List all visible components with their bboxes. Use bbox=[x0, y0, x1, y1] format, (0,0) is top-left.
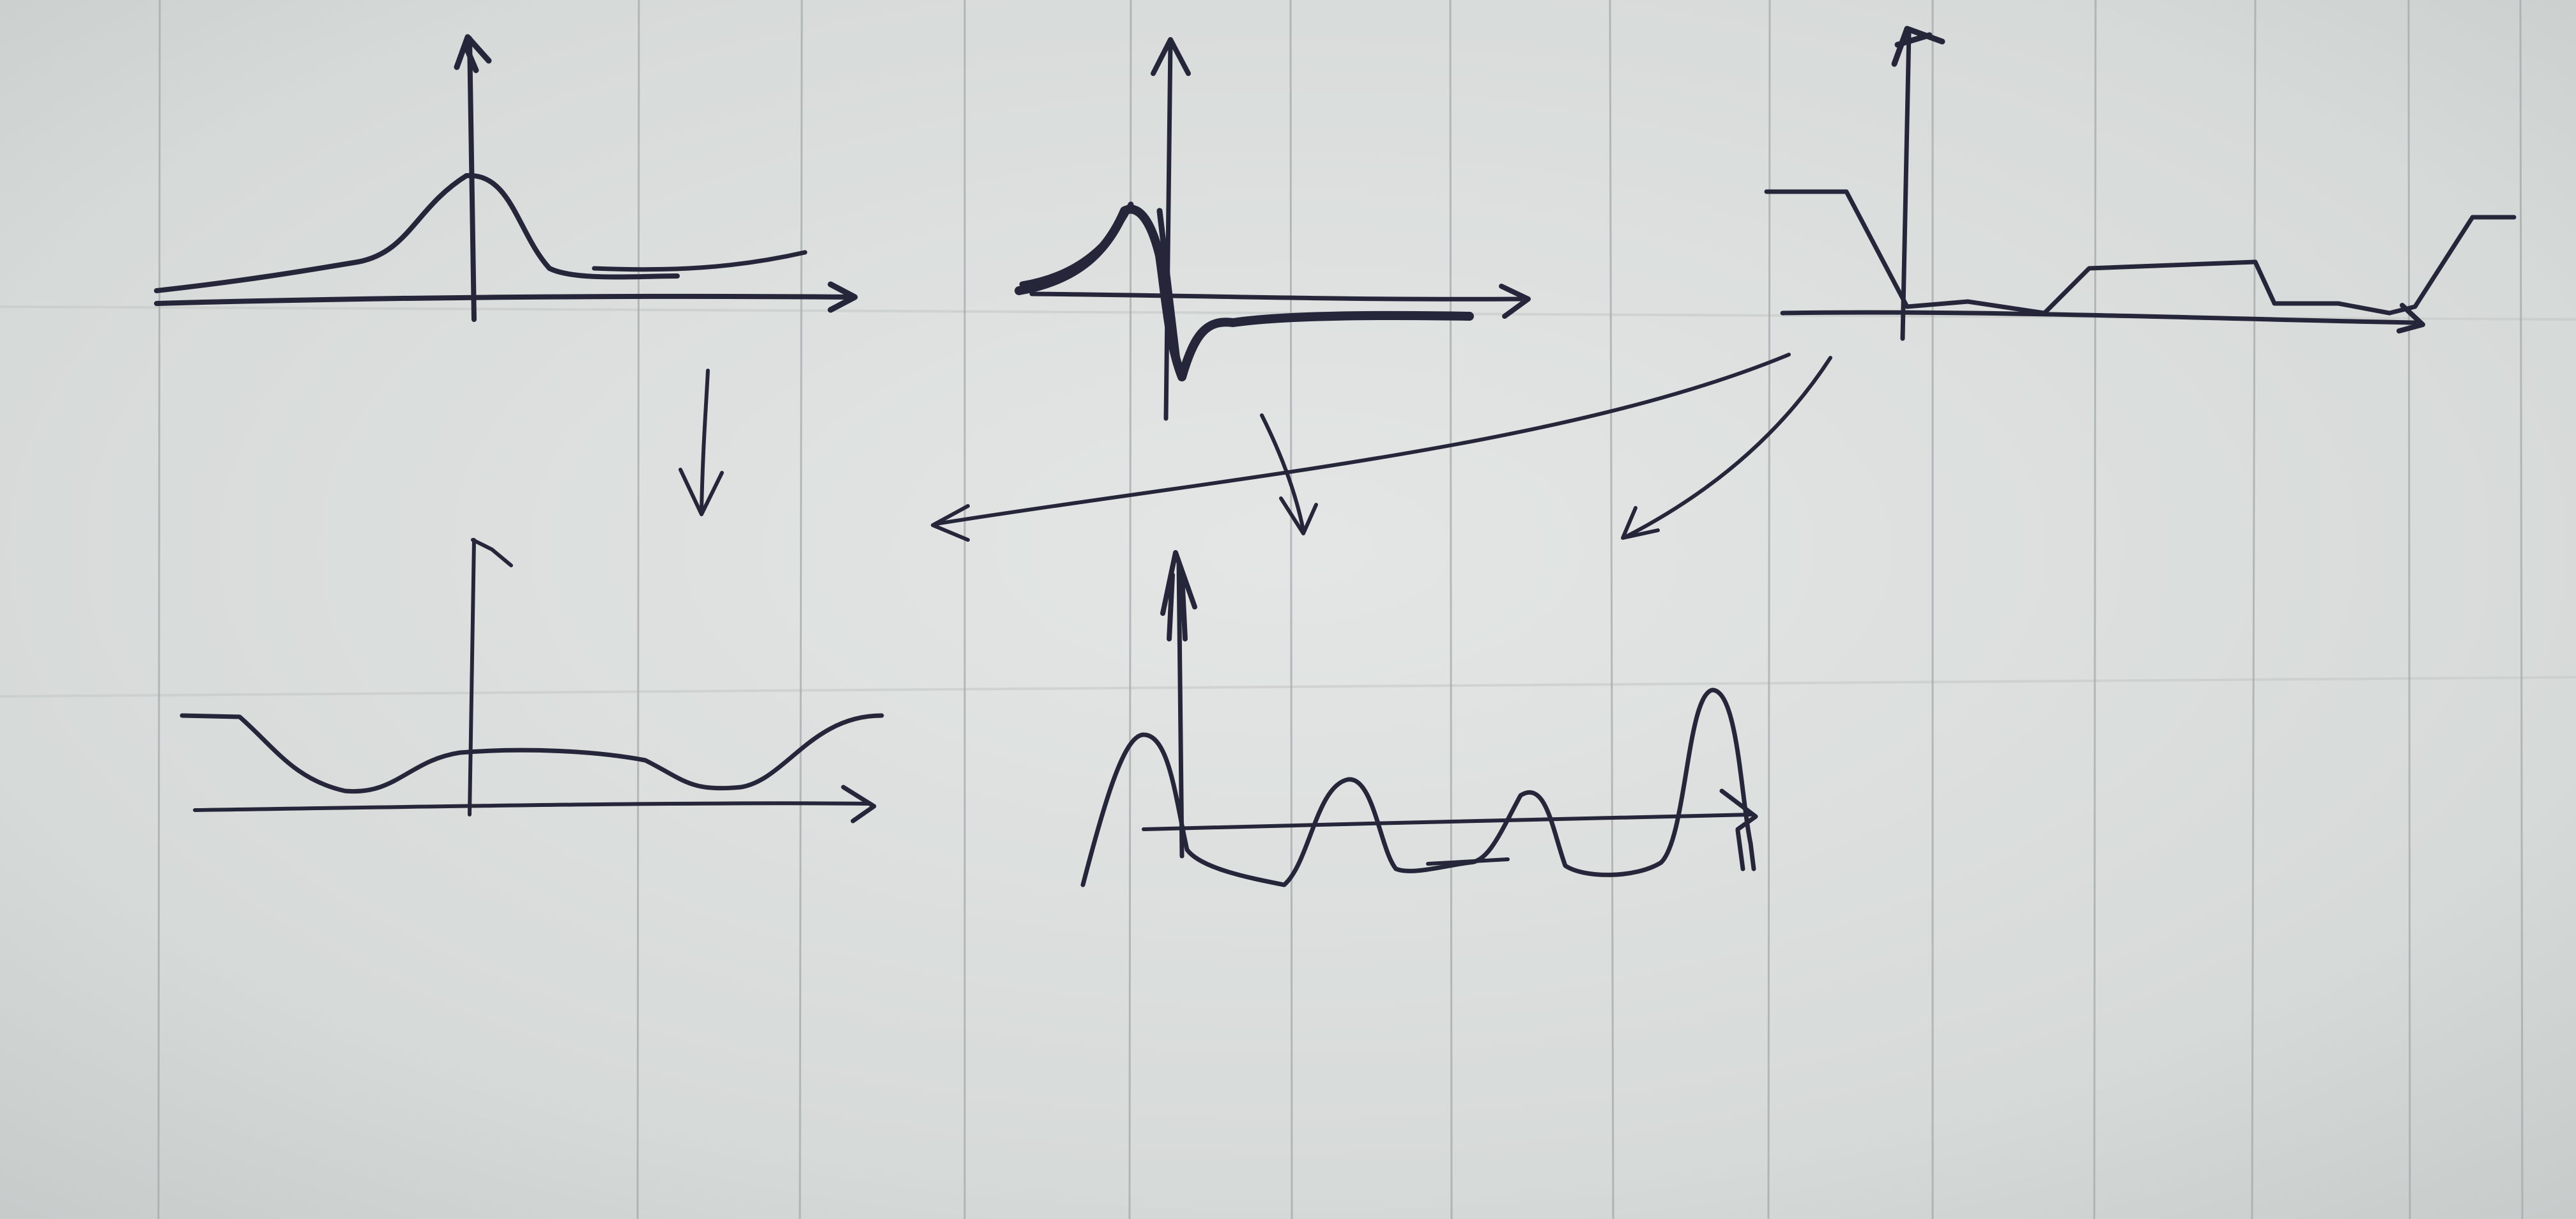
y-axis-arrowhead bbox=[454, 34, 492, 73]
x-axis bbox=[193, 801, 871, 812]
smoothed-curve bbox=[180, 713, 884, 794]
x-axis-arrowhead bbox=[827, 281, 858, 313]
axes-stepped bbox=[1780, 26, 2425, 341]
y-axis bbox=[468, 538, 476, 816]
arrow-stepped-to-center bbox=[934, 353, 1791, 526]
x-axis-arrowhead bbox=[1499, 284, 1531, 319]
arrow-gaussian-down bbox=[700, 369, 710, 513]
x-axis-arrowhead bbox=[2396, 303, 2425, 334]
sketch-stepped-profile bbox=[1764, 26, 2517, 341]
x-axis bbox=[1780, 310, 2418, 325]
y-axis bbox=[1900, 29, 1912, 341]
arrow-stepped-down bbox=[1624, 356, 1832, 539]
x-axis bbox=[1029, 291, 1523, 302]
impulse-overstroke bbox=[1019, 201, 1182, 374]
sketch-gaussian-bump bbox=[154, 34, 858, 322]
axes-smoothed bbox=[193, 538, 877, 824]
y-axis bbox=[467, 36, 477, 322]
x-axis-arrowhead bbox=[1719, 788, 1758, 871]
arrow-stepped-to-center-head bbox=[931, 504, 970, 542]
gaussian-tail-stroke bbox=[592, 250, 808, 272]
y-axis-arrowhead bbox=[1160, 550, 1197, 641]
sketch-smoothed-profile bbox=[180, 538, 884, 824]
connector-arrows bbox=[678, 353, 1832, 542]
arrow-impulse-down-head bbox=[1279, 496, 1318, 535]
y-axis-arrowhead bbox=[1891, 26, 1945, 67]
axes-impulse bbox=[1029, 37, 1531, 421]
arrow-gaussian-down-head bbox=[678, 468, 724, 516]
x-axis bbox=[154, 293, 852, 306]
axes-gaussian bbox=[154, 34, 858, 322]
y-axis-arrowhead bbox=[471, 538, 513, 567]
periodic-baseline-stroke bbox=[1426, 857, 1510, 866]
sketch-periodic-peaks bbox=[1080, 550, 1758, 887]
arrow-stepped-down-head bbox=[1621, 506, 1660, 540]
ruled-lines bbox=[157, 0, 2524, 1219]
arrow-impulse-down bbox=[1260, 413, 1305, 532]
y-axis bbox=[1176, 560, 1184, 859]
periodic-curve bbox=[1080, 687, 1756, 887]
y-axis bbox=[1163, 39, 1173, 421]
sketch-impulse-response bbox=[1015, 37, 1531, 421]
stepped-curve bbox=[1764, 189, 2517, 316]
gaussian-curve bbox=[154, 172, 680, 293]
x-axis-arrowhead bbox=[841, 785, 877, 824]
y-axis-arrowhead bbox=[1151, 37, 1191, 76]
